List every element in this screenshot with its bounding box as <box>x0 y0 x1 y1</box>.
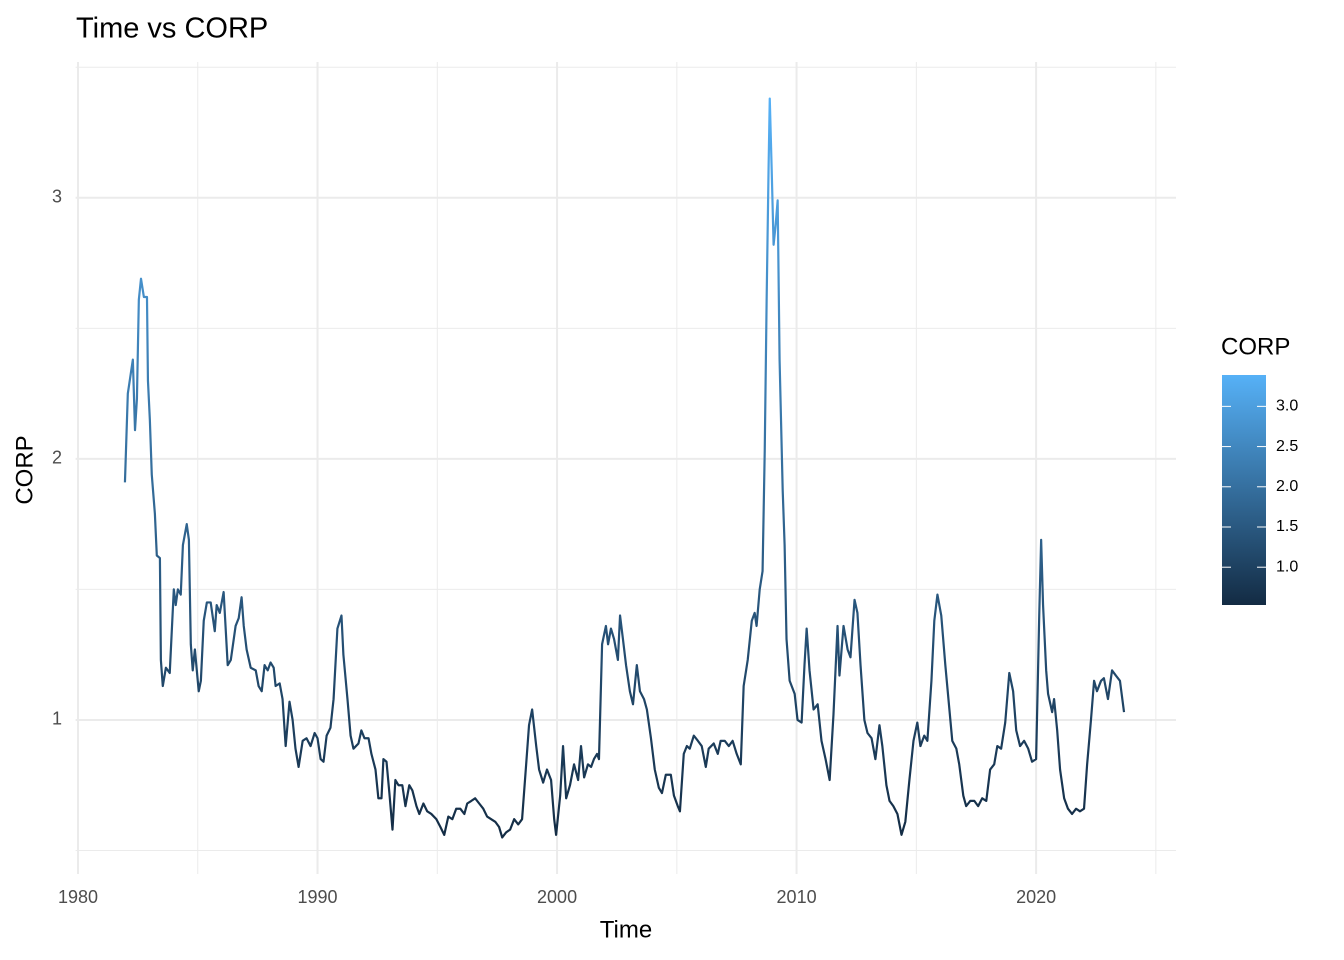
x-tick-label: 2010 <box>777 887 817 907</box>
legend-label: 1.0 <box>1276 558 1298 575</box>
legend-label: 3.0 <box>1276 398 1298 415</box>
y-axis-title: CORP <box>11 435 38 504</box>
y-tick-label: 3 <box>52 187 62 207</box>
legend-label: 1.5 <box>1276 518 1298 535</box>
data-line <box>123 97 1126 839</box>
x-tick-label: 2020 <box>1016 887 1056 907</box>
legend-label: 2.0 <box>1276 478 1298 495</box>
y-tick-label: 1 <box>52 709 62 729</box>
chart-title: Time vs CORP <box>76 13 268 45</box>
legend-label: 2.5 <box>1276 438 1298 455</box>
x-tick-label: 2000 <box>537 887 577 907</box>
legend-title: CORP <box>1221 333 1290 360</box>
x-axis-title: Time <box>600 916 652 943</box>
y-tick-label: 2 <box>52 448 62 468</box>
grid <box>75 62 1176 874</box>
legend-colorbar <box>1222 375 1266 605</box>
x-tick-label: 1990 <box>298 887 338 907</box>
x-tick-label: 1980 <box>58 887 98 907</box>
